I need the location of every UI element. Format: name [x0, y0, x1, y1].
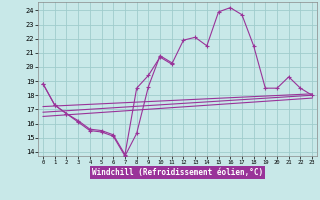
X-axis label: Windchill (Refroidissement éolien,°C): Windchill (Refroidissement éolien,°C) [92, 168, 263, 177]
